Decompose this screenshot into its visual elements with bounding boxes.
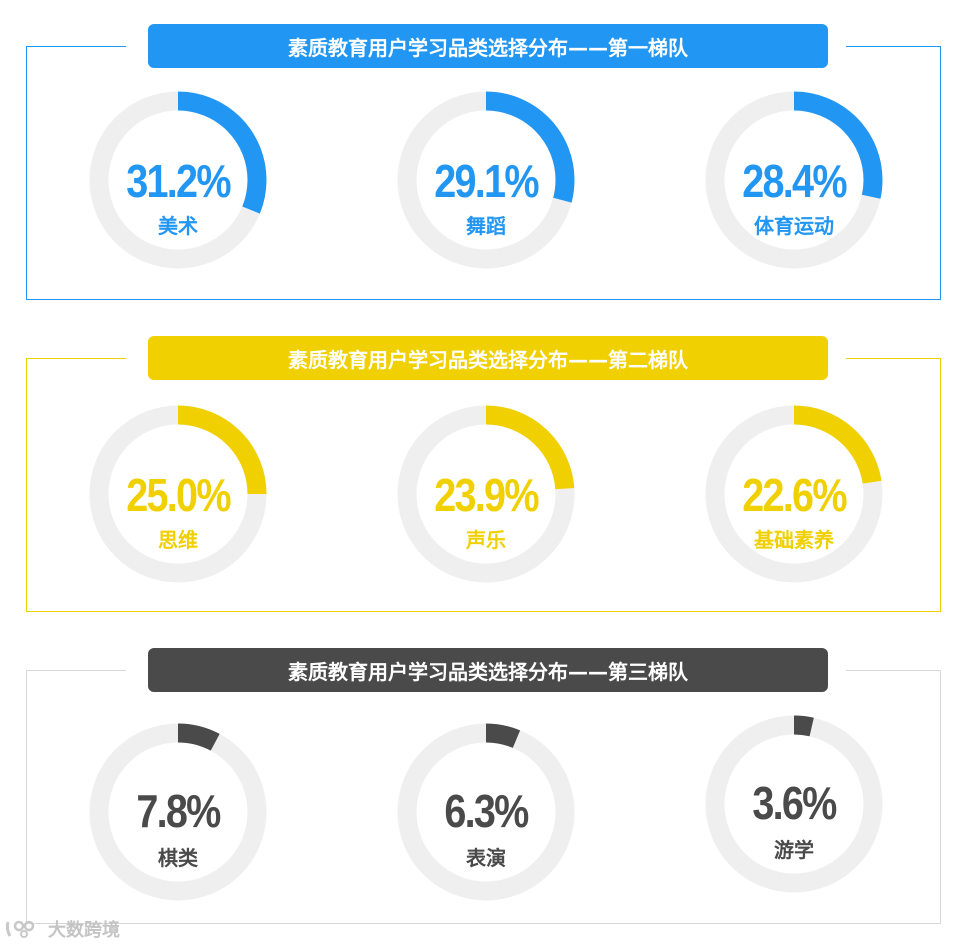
donut-chart: 7.8% 棋类 <box>88 722 268 902</box>
donut-svg <box>89 91 267 269</box>
donut-svg <box>89 723 267 901</box>
ring-value-arc <box>397 723 575 901</box>
donut-chart: 23.9% 声乐 <box>396 404 576 584</box>
ring-value-arc <box>705 405 883 583</box>
watermark: 大数跨境 <box>4 916 120 942</box>
tier-1-title: 素质教育用户学习品类选择分布——第一梯队 <box>148 24 828 68</box>
donut-svg <box>397 723 575 901</box>
percent-label: 25.0% <box>126 469 231 521</box>
donut-svg <box>705 91 883 269</box>
category-label: 表演 <box>466 846 506 870</box>
tier-3-title: 素质教育用户学习品类选择分布——第三梯队 <box>148 648 828 692</box>
donut-chart: 6.3% 表演 <box>396 722 576 902</box>
percent-label: 7.8% <box>136 785 221 837</box>
donut-chart: 28.4% 体育运动 <box>704 90 884 270</box>
category-label: 美术 <box>158 214 198 238</box>
donut-svg <box>397 405 575 583</box>
donut-chart: 29.1% 舞蹈 <box>396 90 576 270</box>
ring-value-arc <box>705 715 883 893</box>
ring-value-arc <box>397 405 575 583</box>
category-label: 思维 <box>158 528 198 552</box>
percent-label: 22.6% <box>742 469 847 521</box>
category-label: 棋类 <box>158 846 198 870</box>
donut-svg <box>397 91 575 269</box>
donut-svg <box>89 405 267 583</box>
ring-value-arc <box>89 91 267 269</box>
donut-chart: 3.6% 游学 <box>704 714 884 894</box>
ring-value-arc <box>705 91 883 269</box>
percent-label: 31.2% <box>126 155 231 207</box>
percent-label: 6.3% <box>444 785 529 837</box>
donut-chart: 25.0% 思维 <box>88 404 268 584</box>
tier-2-title: 素质教育用户学习品类选择分布——第二梯队 <box>148 336 828 380</box>
ring-value-arc <box>397 91 575 269</box>
percent-label: 3.6% <box>752 777 837 829</box>
category-label: 基础素养 <box>754 528 834 552</box>
tier-3-section: 素质教育用户学习品类选择分布——第三梯队 7.8% 棋类 6.3% 表演 3.6… <box>0 648 971 948</box>
ring-value-arc <box>89 405 267 583</box>
donut-chart: 31.2% 美术 <box>88 90 268 270</box>
tier-1-section: 素质教育用户学习品类选择分布——第一梯队 31.2% 美术 29.1% 舞蹈 2… <box>0 24 971 324</box>
logo-icon <box>5 920 35 938</box>
percent-label: 28.4% <box>742 155 847 207</box>
percent-label: 29.1% <box>434 155 539 207</box>
donut-svg <box>705 715 883 893</box>
ring-value-arc <box>89 723 267 901</box>
category-label: 游学 <box>774 838 814 862</box>
watermark-text: 大数跨境 <box>48 920 120 941</box>
category-label: 体育运动 <box>754 214 834 238</box>
donut-svg <box>705 405 883 583</box>
donut-chart: 22.6% 基础素养 <box>704 404 884 584</box>
category-label: 声乐 <box>466 528 506 552</box>
tier-2-section: 素质教育用户学习品类选择分布——第二梯队 25.0% 思维 23.9% 声乐 2… <box>0 336 971 636</box>
percent-label: 23.9% <box>434 469 539 521</box>
category-label: 舞蹈 <box>466 214 506 238</box>
